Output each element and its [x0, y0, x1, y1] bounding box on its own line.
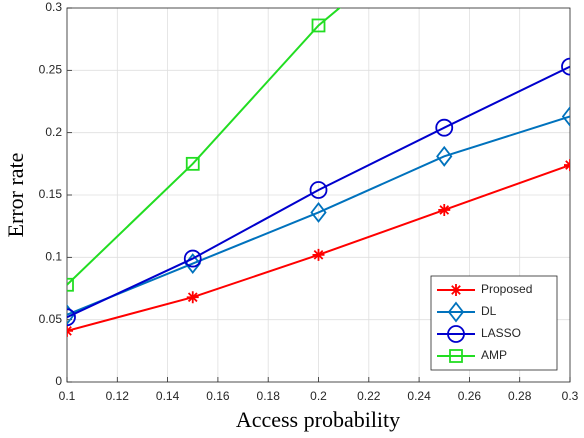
- data-point: [561, 105, 570, 127]
- x-tick-label: 0.1: [59, 389, 76, 403]
- legend-marker: [447, 325, 465, 343]
- data-point: [312, 248, 325, 261]
- y-tick-label: 0.25: [39, 63, 63, 77]
- x-axis-label: Access probability: [236, 407, 400, 432]
- data-point: [183, 249, 202, 268]
- series-line: [67, 65, 570, 319]
- data-point: [438, 203, 451, 216]
- x-tick-label: 0.14: [156, 389, 180, 403]
- series-line: [67, 8, 342, 286]
- plot-area: [67, 8, 570, 337]
- legend-label: Proposed: [481, 282, 532, 296]
- plot-frame: [66, 7, 571, 383]
- data-point: [435, 118, 454, 137]
- y-tick-label: 0.3: [45, 0, 62, 14]
- legend-label: AMP: [481, 348, 507, 362]
- y-tick-label: 0.05: [39, 312, 63, 326]
- data-point: [311, 18, 326, 33]
- y-axis-label: Error rate: [3, 153, 28, 238]
- legend-marker: [450, 284, 462, 296]
- legend-label: LASSO: [481, 326, 521, 340]
- y-tick-label: 0: [55, 374, 62, 388]
- x-tick-label: 0.3: [562, 389, 579, 403]
- x-tick-label: 0.16: [206, 389, 230, 403]
- data-point: [67, 308, 76, 327]
- y-tick-label: 0.15: [39, 187, 63, 201]
- data-point: [186, 291, 199, 304]
- legend-marker: [447, 301, 465, 323]
- x-tick-label: 0.22: [357, 389, 381, 403]
- data-point: [436, 145, 453, 167]
- legend-box: [430, 275, 558, 371]
- x-tick-label: 0.26: [458, 389, 482, 403]
- data-point: [67, 277, 74, 292]
- data-point: [309, 181, 328, 199]
- data-point: [561, 57, 570, 76]
- x-tick-label: 0.18: [257, 389, 281, 403]
- x-tick-label: 0.2: [310, 389, 327, 403]
- y-tick-label: 0.1: [45, 250, 62, 264]
- data-point: [310, 201, 327, 223]
- legend-label: DL: [481, 304, 497, 318]
- series-line: [67, 115, 570, 316]
- y-tick-label: 0.2: [45, 125, 62, 139]
- legend-marker: [449, 349, 463, 363]
- x-tick-label: 0.24: [407, 389, 431, 403]
- data-point: [185, 156, 200, 171]
- x-tick-label: 0.28: [508, 389, 532, 403]
- x-tick-label: 0.12: [106, 389, 130, 403]
